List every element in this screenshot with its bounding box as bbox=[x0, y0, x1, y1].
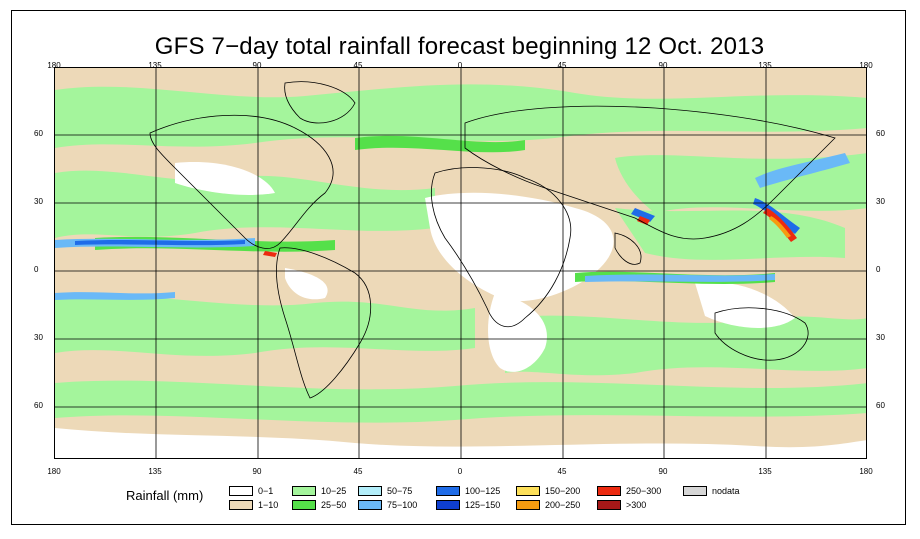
lon-tick-bottom: 45 bbox=[353, 467, 363, 476]
lon-tick-top: 90 bbox=[658, 61, 668, 70]
lon-tick-bottom: 135 bbox=[758, 467, 772, 476]
legend-swatch bbox=[436, 500, 460, 510]
legend-swatch bbox=[229, 486, 253, 496]
lon-tick-top: 180 bbox=[47, 61, 61, 70]
rainfall-map bbox=[54, 67, 867, 459]
lon-tick-top: 135 bbox=[148, 61, 162, 70]
legend-label: 200−250 bbox=[545, 500, 581, 510]
legend-label: 0−1 bbox=[258, 486, 274, 496]
legend-label: 25−50 bbox=[321, 500, 347, 510]
graticule bbox=[55, 68, 866, 458]
legend-swatch bbox=[516, 486, 540, 496]
lon-tick-top: 90 bbox=[252, 61, 262, 70]
legend-label: 100−125 bbox=[465, 486, 501, 496]
lon-tick-bottom: 180 bbox=[859, 467, 873, 476]
lon-tick-top: 45 bbox=[353, 61, 363, 70]
legend-swatch bbox=[292, 500, 316, 510]
coastlines bbox=[149, 81, 836, 399]
legend-label: nodata bbox=[712, 486, 740, 496]
lat-tick-right: 60 bbox=[876, 129, 885, 138]
legend-swatch bbox=[597, 486, 621, 496]
legend-swatch bbox=[436, 486, 460, 496]
lon-tick-bottom: 90 bbox=[658, 467, 668, 476]
legend-label: 10−25 bbox=[321, 486, 347, 496]
lon-tick-top: 0 bbox=[457, 61, 463, 70]
lon-tick-top: 180 bbox=[859, 61, 873, 70]
lat-tick-left: 30 bbox=[34, 333, 43, 342]
legend-title: Rainfall (mm) bbox=[126, 488, 204, 503]
lat-tick-right: 30 bbox=[876, 333, 885, 342]
lon-tick-bottom: 90 bbox=[252, 467, 262, 476]
legend-swatch bbox=[683, 486, 707, 496]
legend-swatch bbox=[358, 500, 382, 510]
legend-label: >300 bbox=[626, 500, 647, 510]
legend-label: 125−150 bbox=[465, 500, 501, 510]
rainfall-map-canvas bbox=[55, 68, 866, 458]
lat-tick-left: 30 bbox=[34, 197, 43, 206]
lon-tick-top: 135 bbox=[758, 61, 772, 70]
legend-swatch bbox=[358, 486, 382, 496]
legend-swatch bbox=[516, 500, 540, 510]
lon-tick-bottom: 135 bbox=[148, 467, 162, 476]
lat-tick-right: 0 bbox=[876, 265, 881, 274]
legend-label: 1−10 bbox=[258, 500, 279, 510]
legend-swatch bbox=[292, 486, 316, 496]
lon-tick-bottom: 180 bbox=[47, 467, 61, 476]
lat-tick-left: 0 bbox=[34, 265, 39, 274]
lon-tick-top: 45 bbox=[557, 61, 567, 70]
legend-label: 50−75 bbox=[387, 486, 413, 496]
lat-tick-right: 30 bbox=[876, 197, 885, 206]
legend-label: 250−300 bbox=[626, 486, 662, 496]
legend-swatch bbox=[597, 500, 621, 510]
legend-swatch bbox=[229, 500, 253, 510]
lon-tick-bottom: 45 bbox=[557, 467, 567, 476]
map-title: GFS 7−day total rainfall forecast beginn… bbox=[154, 33, 765, 60]
legend-label: 150−200 bbox=[545, 486, 581, 496]
lat-tick-left: 60 bbox=[34, 129, 43, 138]
lat-tick-right: 60 bbox=[876, 401, 885, 410]
lat-tick-left: 60 bbox=[34, 401, 43, 410]
legend-label: 75−100 bbox=[387, 500, 418, 510]
rainfall-200-250-areas bbox=[769, 216, 791, 238]
lon-tick-bottom: 0 bbox=[457, 467, 463, 476]
rainfall-0-1-areas bbox=[55, 162, 866, 458]
